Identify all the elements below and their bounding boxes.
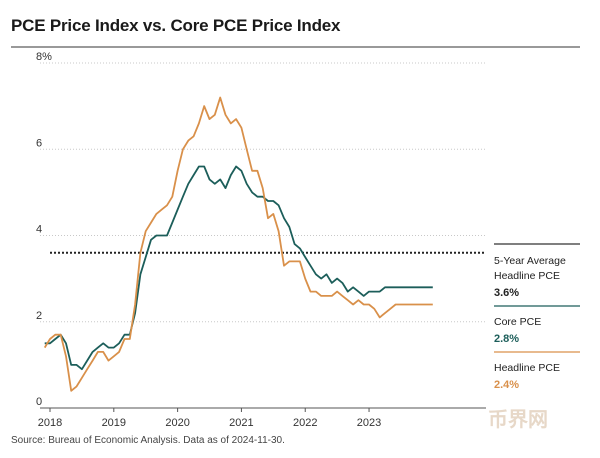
y-tick-label: 0 xyxy=(36,396,42,408)
x-tick-label: 2020 xyxy=(165,417,189,429)
source-note: Source: Bureau of Economic Analysis. Dat… xyxy=(11,435,285,446)
y-tick-label: 8% xyxy=(36,51,52,63)
gridlines xyxy=(11,46,580,409)
y-tick-label: 4 xyxy=(36,224,42,236)
chart-title: PCE Price Index vs. Core PCE Price Index xyxy=(11,16,341,35)
legend-headline-value: 2.4% xyxy=(494,379,519,391)
y-axis-ticks: 8% 6 4 2 0 xyxy=(36,51,52,408)
x-tick-label: 2018 xyxy=(38,417,62,429)
legend-headline-label: Headline PCE xyxy=(494,362,560,374)
watermark-text: 币界网 xyxy=(488,407,548,431)
headline-pce-line xyxy=(43,96,433,392)
y-tick-label: 2 xyxy=(36,310,42,322)
legend-reference-label-line2: Headline PCE xyxy=(494,270,560,282)
legend: 5-Year Average Headline PCE 3.6% Core PCE 2.… xyxy=(494,243,580,391)
core-pce-line xyxy=(44,165,433,371)
x-tick-label: 2023 xyxy=(357,417,381,429)
series-lines xyxy=(43,96,433,392)
y-tick-label: 6 xyxy=(36,137,42,149)
legend-core-value: 2.8% xyxy=(494,333,519,345)
legend-core-label: Core PCE xyxy=(494,316,541,328)
x-tick-label: 2022 xyxy=(293,417,317,429)
legend-reference-value: 3.6% xyxy=(494,287,519,299)
x-tick-label: 2019 xyxy=(102,417,126,429)
legend-reference-label-line1: 5-Year Average xyxy=(494,255,566,267)
x-tick-label: 2021 xyxy=(229,417,253,429)
x-axis-ticks: 2018 2019 2020 2021 2022 2023 xyxy=(38,408,381,429)
